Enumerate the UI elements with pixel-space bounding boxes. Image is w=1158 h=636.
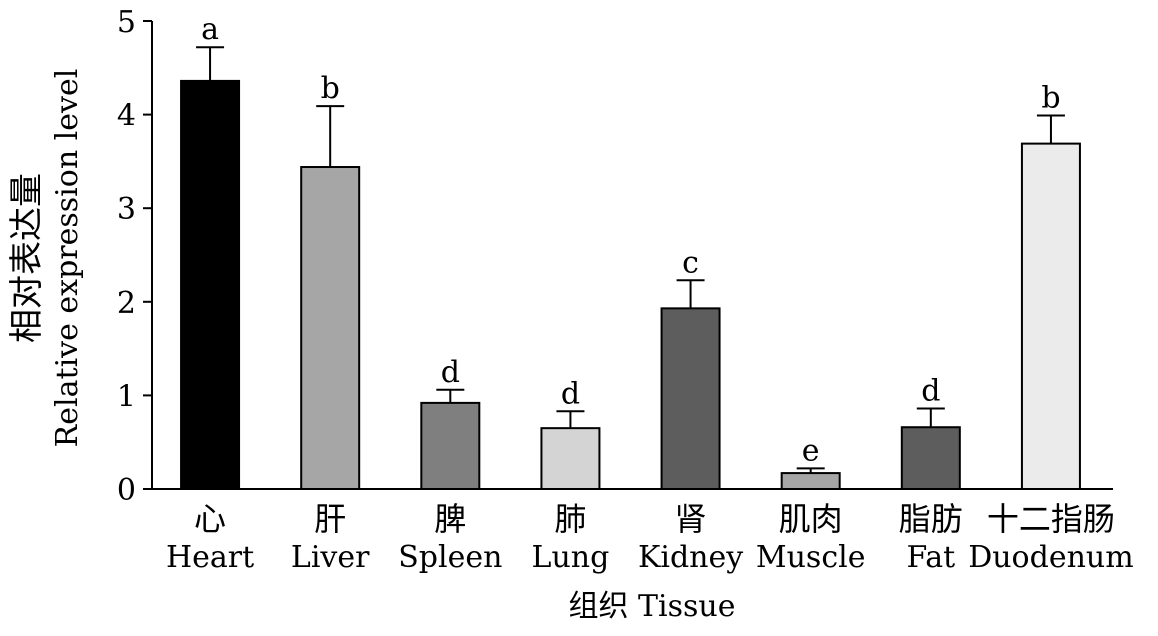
category-label-en: Heart [166, 540, 254, 575]
y-tick-label: 4 [117, 99, 136, 134]
y-tick-label: 2 [117, 286, 136, 321]
category-label-en: Spleen [398, 540, 502, 575]
bar [420, 401, 481, 490]
y-tick-label: 5 [117, 5, 136, 40]
bar [540, 427, 601, 491]
bar [660, 307, 721, 490]
y-tick-label: 0 [117, 473, 136, 508]
bar [300, 166, 361, 491]
significance-label: b [321, 71, 340, 106]
significance-label: a [201, 12, 219, 47]
bars [180, 46, 1081, 491]
significance-label: d [441, 355, 460, 390]
significance-label: c [682, 245, 699, 280]
category-label-en: Fat [906, 540, 955, 575]
category-label-cn: 脾 [434, 500, 466, 538]
category-label-en: Liver [291, 540, 370, 575]
y-axis-label-en: Relative expression level [50, 69, 85, 448]
y-tick-label: 1 [117, 379, 136, 414]
category-label-en: Muscle [756, 540, 866, 575]
category-label-en: Kidney [638, 540, 743, 575]
bar [780, 472, 841, 491]
category-label-cn: 肾 [675, 500, 707, 538]
category-label-cn: 心 [194, 500, 226, 538]
category-label-cn: 肌肉 [779, 500, 843, 538]
category-label-cn: 肺 [554, 500, 586, 538]
bar [180, 79, 241, 491]
y-axis-label-cn: 相对表达量 [7, 173, 47, 343]
axes [143, 20, 1113, 490]
bar [900, 426, 961, 490]
x-axis-label: 组织 Tissue [568, 589, 735, 624]
category-label-en: Lung [532, 540, 610, 575]
significance-label: e [802, 433, 820, 468]
significance-label: d [561, 376, 580, 411]
category-label-en: Duodenum [968, 540, 1133, 575]
significance-label: b [1041, 81, 1060, 116]
category-label-cn: 肝 [314, 500, 346, 538]
significance-label: d [921, 374, 940, 409]
category-label-cn: 脂肪 [899, 500, 963, 538]
y-tick-label: 3 [117, 192, 136, 227]
bar [1020, 142, 1081, 490]
category-label-cn: 十二指肠 [987, 500, 1115, 538]
